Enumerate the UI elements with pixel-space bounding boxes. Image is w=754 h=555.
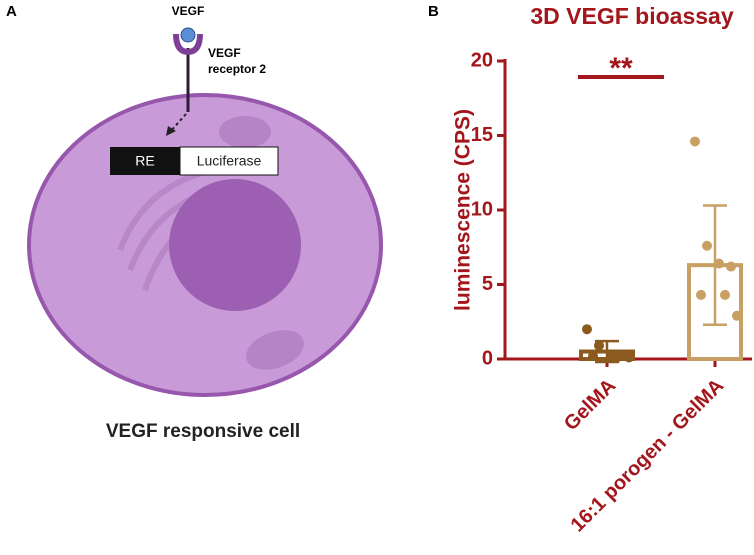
mitochondrion <box>246 330 304 370</box>
significance: ** <box>609 52 633 85</box>
y-tick-label: 15 <box>471 124 493 146</box>
data-point <box>726 261 736 272</box>
data-point <box>714 258 724 269</box>
re-box <box>110 147 180 175</box>
y-tick-label: 10 <box>471 198 493 220</box>
caption: VEGF responsive cell <box>106 421 300 442</box>
receptor-label: VEGF <box>208 46 241 60</box>
data-point <box>588 351 598 362</box>
y-tick-label: 0 <box>482 347 493 369</box>
data-point <box>612 352 622 363</box>
receptor-label: receptor 2 <box>208 62 266 76</box>
chart: B 3D VEGF bioassay luminescence (CPS) 0 5 10 1… <box>428 3 752 536</box>
data-point <box>690 136 700 147</box>
panel-label: B <box>428 3 439 20</box>
ligand-label: VEGF <box>172 4 205 18</box>
x-tick-label: GelMA <box>560 375 620 435</box>
y-tick-label: 5 <box>482 273 493 295</box>
data-point <box>582 324 592 335</box>
data-point <box>702 240 712 251</box>
chart-title: 3D VEGF bioassay <box>530 3 733 29</box>
y-axis-label: luminescence (CPS) <box>452 109 475 311</box>
data-point <box>720 289 730 300</box>
data-point <box>624 352 634 363</box>
luciferase-label: Luciferase <box>197 153 262 169</box>
vegf <box>180 27 196 43</box>
nucleus <box>169 179 301 311</box>
re-label: RE <box>135 153 154 169</box>
arrow-head <box>166 126 176 136</box>
data-point <box>594 340 604 351</box>
data-point <box>732 310 742 321</box>
panel-label: A <box>6 3 17 20</box>
receptor-cup <box>173 33 203 56</box>
data-point <box>696 289 706 300</box>
luciferase-box <box>179 146 279 176</box>
mitochondrion <box>219 116 271 148</box>
y-tick-label: 20 <box>471 49 493 71</box>
